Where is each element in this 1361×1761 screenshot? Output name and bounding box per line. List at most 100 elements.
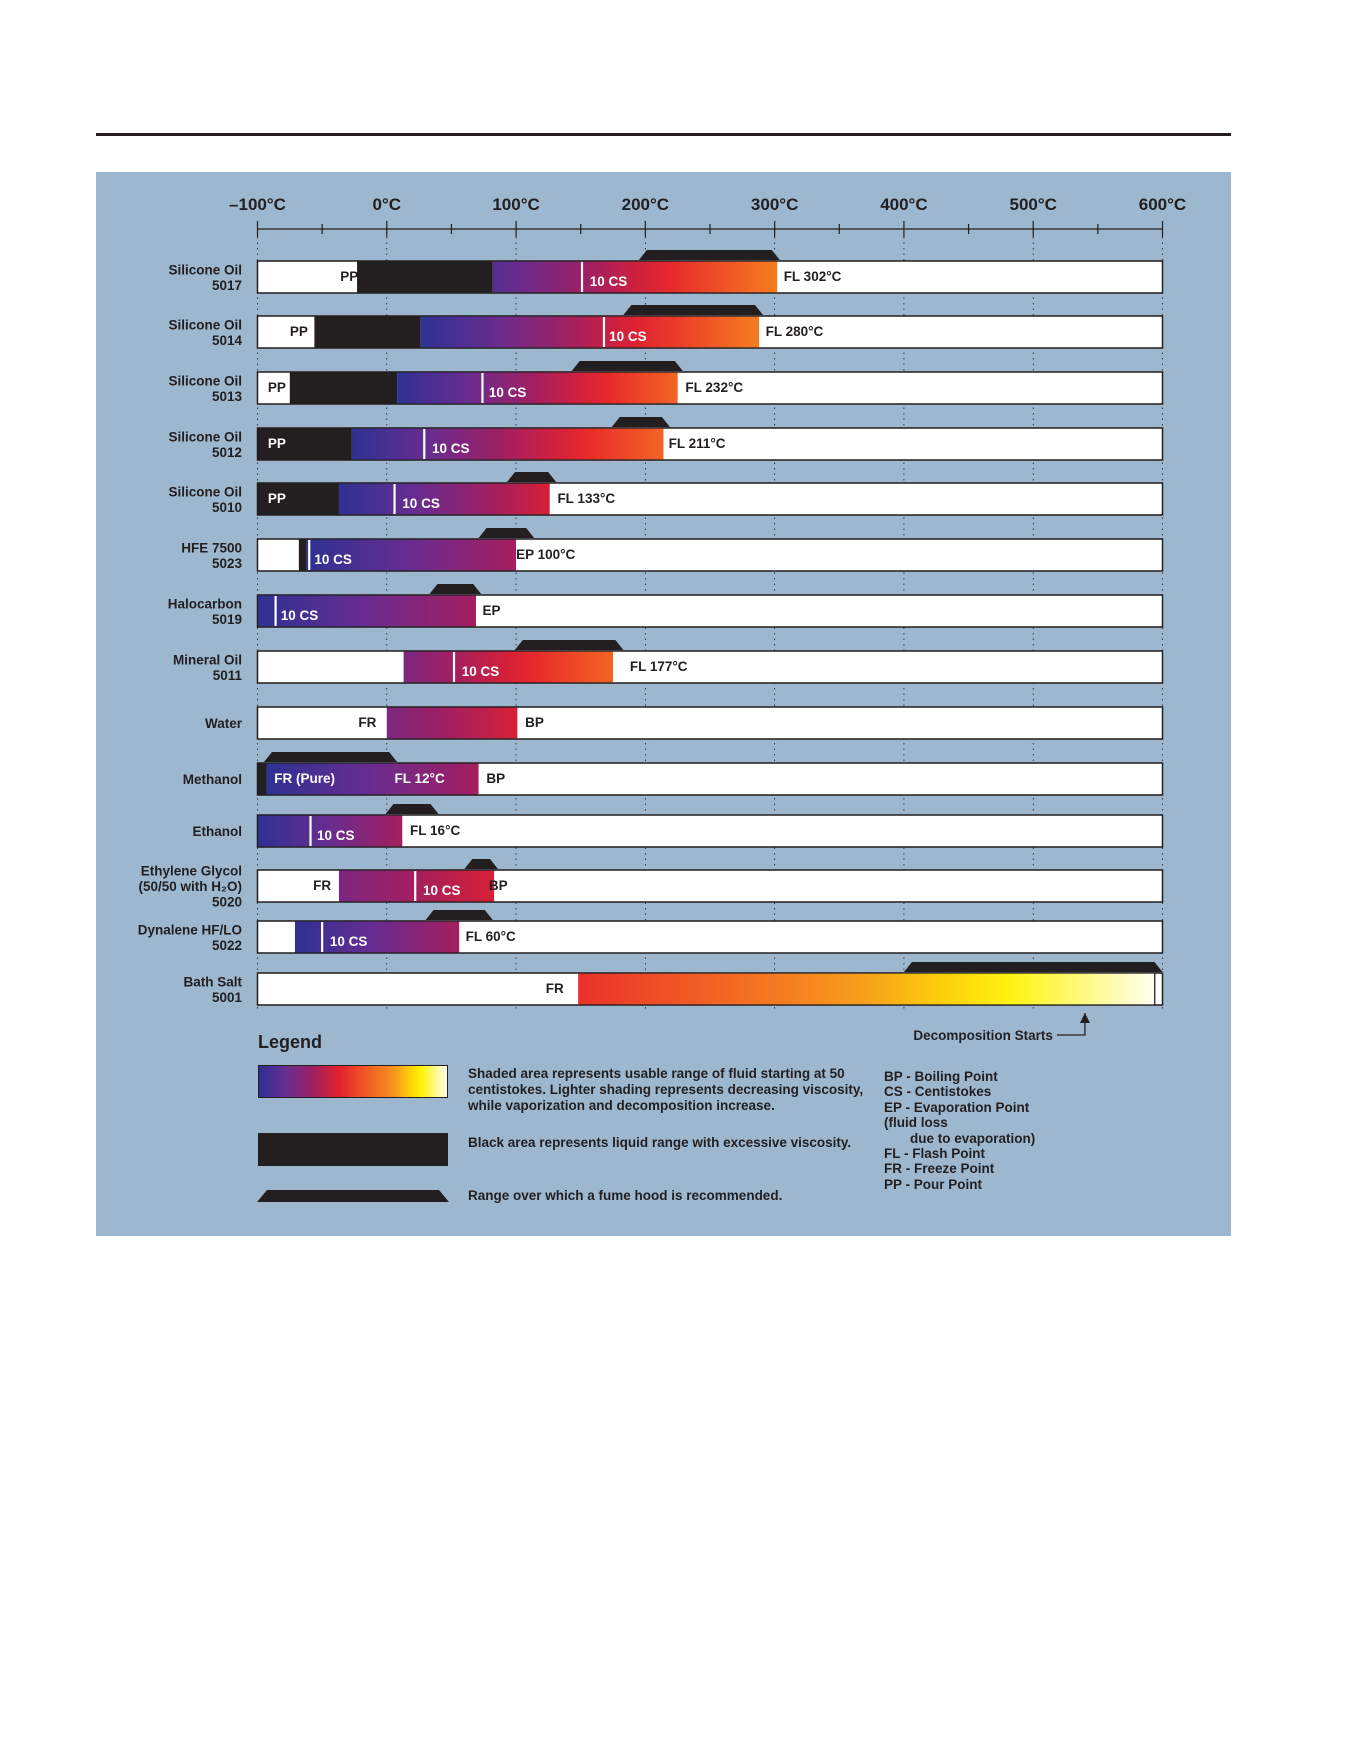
row-label: PP <box>290 324 308 339</box>
row-bar-outline <box>256 706 1164 740</box>
row-label: 10 CS <box>317 828 355 843</box>
legend-fume-swatch <box>257 1190 449 1202</box>
usable-range <box>306 539 517 571</box>
usable-range <box>386 707 518 739</box>
row-label: FL 12°C <box>395 771 445 786</box>
usable-range <box>403 651 614 683</box>
row-label: FL 302°C <box>784 269 842 284</box>
fume-hood-range <box>514 640 624 650</box>
high-viscosity-range <box>257 763 267 795</box>
row-label: 10 CS <box>423 883 461 898</box>
row-label: FL 16°C <box>410 823 460 838</box>
row-bar-outline <box>256 814 1164 848</box>
fluid-name: (50/50 with H₂O) <box>138 879 242 894</box>
row-label: FR <box>358 715 376 730</box>
row-label: FL 177°C <box>630 659 688 674</box>
usable-range <box>294 921 460 953</box>
abbr-pp: PP - Pour Point <box>884 1176 983 1192</box>
row-label: FL 211°C <box>669 436 726 451</box>
fume-hood-range <box>638 250 780 260</box>
fluid-name: Water <box>205 716 243 731</box>
row-label: 10 CS <box>281 608 319 623</box>
fluid-name: 5012 <box>212 445 242 460</box>
top-rule <box>96 133 1231 136</box>
row-label: 10 CS <box>462 664 500 679</box>
row-label: FL 280°C <box>766 324 824 339</box>
legend-gradient-swatch <box>258 1065 448 1098</box>
row-label: 10 CS <box>402 496 440 511</box>
fluid-row: Methanol FR (Pure) FL 12°C BP <box>183 752 1164 796</box>
fluid-name: 5020 <box>212 895 242 910</box>
high-viscosity-range <box>314 316 421 348</box>
high-viscosity-range <box>357 261 493 293</box>
fluid-range-chart: –100°C 0°C 100°C 200°C 300°C 400°C 500°C 600°C … <box>138 195 1187 1043</box>
fluid-name: 5022 <box>212 938 242 953</box>
fluid-name: Silicone Oil <box>168 262 242 277</box>
row-bar-outline <box>256 482 1164 516</box>
usable-range <box>492 261 778 293</box>
x-axis: –100°C 0°C 100°C 200°C 300°C 400°C 500°C 600°C <box>229 195 1186 237</box>
high-viscosity-range <box>257 483 339 515</box>
fluid-name: HFE 7500 <box>181 540 242 555</box>
fluid-name: Silicone Oil <box>168 317 242 332</box>
usable-range <box>257 815 403 847</box>
x-tick-label: 600°C <box>1139 195 1186 214</box>
legend-black-text: Black area represents liquid range with … <box>468 1135 852 1150</box>
fluid-name: 5019 <box>212 612 242 627</box>
decomposition-arrow-line <box>1056 1013 1086 1036</box>
row-label: BP <box>486 771 505 786</box>
row-label: 10 CS <box>314 552 352 567</box>
abbr-bp: BP - Boiling Point <box>884 1069 998 1084</box>
fluid-name: Dynalene HF/LO <box>138 922 242 937</box>
fluid-name: 5014 <box>212 333 243 348</box>
row-bar-outline <box>256 650 1164 684</box>
fluid-name: Silicone Oil <box>168 429 242 444</box>
row-bar-outline <box>256 594 1164 628</box>
fume-hood-range <box>903 962 1163 972</box>
row-label: 10 CS <box>609 329 647 344</box>
row-bar-outline <box>256 869 1164 903</box>
fluid-name: Ethylene Glycol <box>141 864 242 879</box>
fume-hood-range <box>571 361 683 371</box>
row-label: 10 CS <box>330 934 368 949</box>
usable-range <box>351 428 664 460</box>
legend-black-swatch <box>258 1133 448 1166</box>
chart-panel: –100°C 0°C 100°C 200°C 300°C 400°C 500°C 600°C … <box>96 172 1231 1236</box>
row-label: PP <box>268 436 286 451</box>
fluid-name: 5011 <box>213 668 243 683</box>
usable-range <box>338 870 495 902</box>
abbr-ep-note-1: (fluid loss <box>884 1115 948 1131</box>
abbreviation-list: BP - Boiling Point CS - Centistokes EP -… <box>884 1069 1184 1192</box>
fluid-name: Silicone Oil <box>168 373 242 388</box>
legend-title: Legend <box>258 1032 323 1052</box>
usable-range <box>266 763 479 795</box>
usable-range <box>420 316 760 348</box>
row-bar-outline <box>256 315 1164 349</box>
fluid-name: Silicone Oil <box>168 484 242 499</box>
fluid-name: 5010 <box>212 500 242 515</box>
high-viscosity-range <box>298 539 307 571</box>
fluid-name: 5001 <box>212 990 243 1005</box>
row-label: BP <box>525 715 544 730</box>
usable-range <box>338 483 550 515</box>
row-label: 10 CS <box>489 385 527 400</box>
fume-hood-range <box>611 417 670 427</box>
row-bar-outline <box>256 762 1164 796</box>
usable-range <box>397 372 678 404</box>
decomposition-arrowhead <box>1079 1013 1090 1023</box>
abbr-ep: EP - Evaporation Point <box>884 1099 1030 1115</box>
abbr-fl: FL - Flash Point <box>884 1146 985 1162</box>
row-bar-outline <box>256 972 1164 1006</box>
row-label: EP <box>482 603 500 618</box>
fluid-name: Halocarbon <box>168 596 242 611</box>
row-bar-outline <box>256 260 1164 294</box>
abbr-fr: FR - Freeze Point <box>884 1161 995 1177</box>
row-label: PP <box>340 269 358 284</box>
fume-hood-range <box>429 584 482 594</box>
row-bar-outline <box>256 920 1164 954</box>
fluid-name: Ethanol <box>193 824 243 839</box>
